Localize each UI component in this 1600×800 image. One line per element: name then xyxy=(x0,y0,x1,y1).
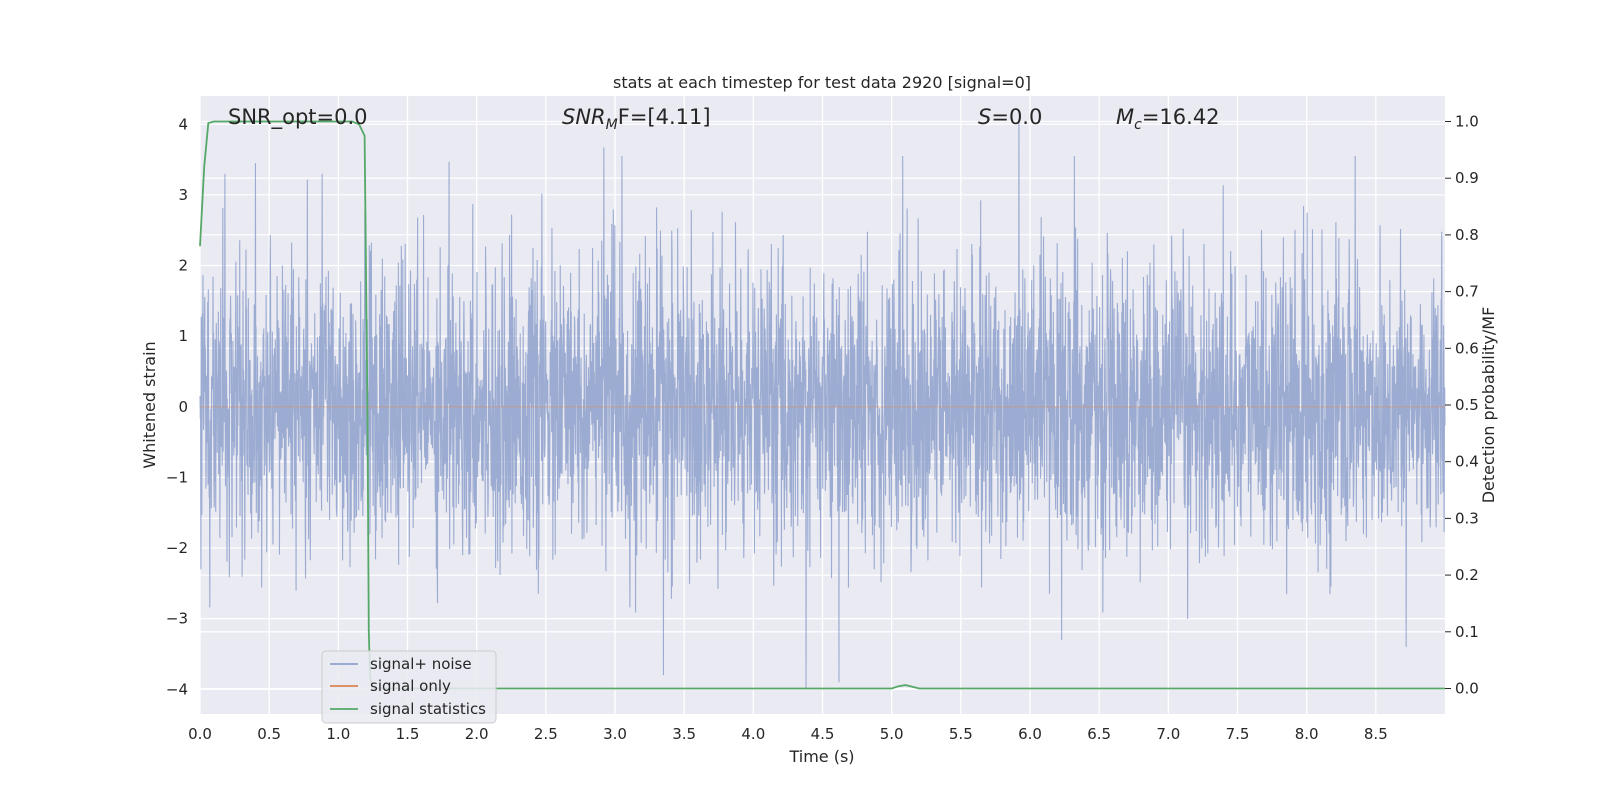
x-tick-label: 8.0 xyxy=(1295,725,1319,743)
annotation-mc: Mc=16.42 xyxy=(1116,105,1220,133)
y2-tick-label: 0.0 xyxy=(1455,679,1479,697)
legend-box xyxy=(321,650,497,724)
x-tick-label: 5.0 xyxy=(880,725,904,743)
y2-tick-label: 0.9 xyxy=(1455,169,1479,187)
noise-trace xyxy=(199,122,1446,690)
legend: signal+ noise signal only signal statist… xyxy=(321,650,497,724)
x-tick-label: 0.0 xyxy=(188,725,212,743)
legend-label-signal-only: signal only xyxy=(370,677,451,695)
annotation-snr-mf-rest: F=[4.11] xyxy=(618,105,711,129)
annotation-s-rest: =0.0 xyxy=(991,105,1042,129)
x-tick-label: 2.0 xyxy=(465,725,489,743)
chart-title: stats at each timestep for test data 292… xyxy=(613,73,1031,92)
y2-tick-label: 0.2 xyxy=(1455,566,1479,584)
x-tick-label: 3.5 xyxy=(672,725,696,743)
annotation-mc-main: M xyxy=(1116,105,1134,129)
y2-tick-labels: 1.0 0.9 0.8 0.7 0.6 0.5 0.4 0.3 0.2 0.1 0.0 xyxy=(1445,113,1479,697)
x-tick-label: 6.0 xyxy=(1018,725,1042,743)
x-tick-label: 8.5 xyxy=(1364,725,1388,743)
annotation-mc-rest: =16.42 xyxy=(1142,105,1220,129)
y2-tick-label: 0.7 xyxy=(1455,283,1479,301)
x-axis-label: Time (s) xyxy=(788,747,854,766)
y-tick-label: 4 xyxy=(178,115,188,133)
x-tick-label: 6.5 xyxy=(1087,725,1111,743)
annotation-s: S=0.0 xyxy=(978,105,1042,129)
y2-tick-label: 1.0 xyxy=(1455,113,1479,131)
y2-tick-label: 0.5 xyxy=(1455,396,1479,414)
y-tick-label: 1 xyxy=(178,327,188,345)
x-tick-labels: 0.0 0.5 1.0 1.5 2.0 2.5 3.0 3.5 4.0 4.5 5.0 5.5 6.0 6… xyxy=(188,725,1388,743)
annotation-snr-mf-sub: M xyxy=(606,117,618,133)
y2-tick-label: 0.3 xyxy=(1455,509,1479,527)
y-axis-label: Whitened strain xyxy=(140,341,159,468)
legend-label-signal-noise: signal+ noise xyxy=(370,655,472,673)
y-tick-label: 2 xyxy=(178,257,188,275)
x-tick-label: 5.5 xyxy=(949,725,973,743)
annotation-mc-sub: c xyxy=(1134,117,1142,133)
y-tick-label: −1 xyxy=(166,468,188,486)
annotation-snr-mf: SNRMF=[4.11] xyxy=(562,105,711,133)
x-tick-label: 0.5 xyxy=(257,725,281,743)
y-tick-label: 3 xyxy=(178,186,188,204)
x-tick-label: 2.5 xyxy=(534,725,558,743)
y2-tick-label: 0.6 xyxy=(1455,339,1479,357)
x-tick-label: 7.0 xyxy=(1156,725,1180,743)
y2-axis-label: Detection probability/MF xyxy=(1479,307,1498,504)
x-tick-label: 7.5 xyxy=(1226,725,1250,743)
x-tick-label: 4.0 xyxy=(741,725,765,743)
annotation-snr-mf-main: SNR xyxy=(562,105,606,129)
legend-label-signal-statistics: signal statistics xyxy=(370,700,486,718)
y2-tick-label: 0.4 xyxy=(1455,453,1479,471)
y-tick-labels: 4 3 2 1 0 −1 −2 −3 −4 xyxy=(166,115,188,698)
x-tick-label: 1.5 xyxy=(396,725,420,743)
x-tick-label: 4.5 xyxy=(811,725,835,743)
x-tick-label: 3.0 xyxy=(603,725,627,743)
y-tick-label: −3 xyxy=(166,610,188,628)
annotation-snr-opt: SNR_opt=0.0 xyxy=(228,105,368,130)
y2-tick-label: 0.8 xyxy=(1455,226,1479,244)
y-tick-label: 0 xyxy=(178,398,188,416)
y2-tick-label: 0.1 xyxy=(1455,623,1479,641)
annotation-s-main: S xyxy=(978,105,991,129)
y-tick-label: −4 xyxy=(166,680,188,698)
y-tick-label: −2 xyxy=(166,539,188,557)
x-tick-label: 1.0 xyxy=(326,725,350,743)
series-signal-noise xyxy=(199,122,1446,690)
